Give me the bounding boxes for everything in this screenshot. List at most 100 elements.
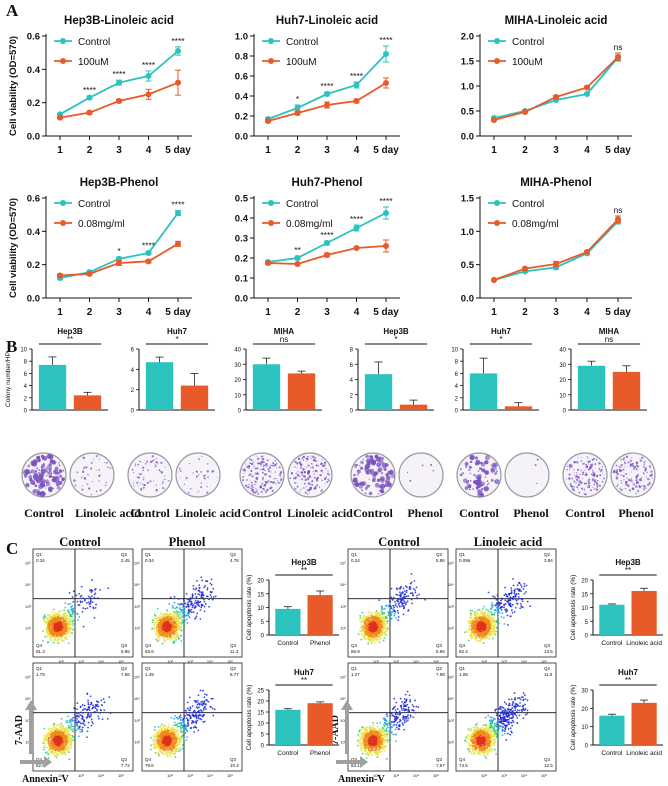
colony xyxy=(469,472,472,475)
flow-y-tick: 10⁵ xyxy=(25,561,31,566)
colony xyxy=(595,458,597,460)
event-dot xyxy=(58,612,61,615)
event-dot xyxy=(366,625,369,628)
colony xyxy=(646,483,650,487)
colony xyxy=(620,458,623,461)
colony xyxy=(142,466,145,469)
colony xyxy=(36,478,41,484)
event-dot xyxy=(168,638,171,641)
data-point xyxy=(145,250,152,256)
colony xyxy=(303,482,306,485)
event-dot xyxy=(48,622,51,625)
event-dot xyxy=(167,633,169,636)
data-point xyxy=(353,98,360,104)
colony xyxy=(98,469,100,471)
colony xyxy=(149,480,152,483)
colony xyxy=(312,459,315,462)
colony xyxy=(465,466,467,468)
y-tick-label: 10 xyxy=(559,393,566,399)
event-dot xyxy=(510,589,513,592)
event-dot xyxy=(386,622,389,625)
event-dot xyxy=(196,580,198,582)
colony xyxy=(195,475,198,478)
colony xyxy=(251,488,254,492)
event-dot xyxy=(363,631,366,634)
event-dot xyxy=(44,620,47,623)
event-dot xyxy=(388,597,391,600)
colony xyxy=(469,479,472,482)
colony xyxy=(592,486,594,488)
colony xyxy=(278,466,281,469)
colony xyxy=(90,467,93,470)
event-dot xyxy=(51,632,54,635)
event-dot xyxy=(390,614,392,617)
event-dot xyxy=(65,628,67,631)
colony xyxy=(42,455,48,461)
y-tick-label: 0.2 xyxy=(27,260,40,271)
event-dot xyxy=(485,636,487,638)
event-dot xyxy=(383,607,386,610)
significance-mark: **** xyxy=(379,35,393,45)
colony xyxy=(624,487,627,490)
event-dot xyxy=(376,632,379,635)
colony xyxy=(45,469,49,473)
event-dot xyxy=(382,628,385,630)
event-dot xyxy=(393,609,396,612)
event-dot xyxy=(170,616,173,619)
flow-x-tick: 10³ xyxy=(78,659,84,664)
event-dot xyxy=(177,622,180,625)
y-axis-label: Colony number/HP xyxy=(5,352,12,407)
event-dot xyxy=(72,590,75,593)
colony xyxy=(481,468,486,473)
colony xyxy=(374,482,380,488)
event-dot xyxy=(399,593,402,596)
colony xyxy=(617,472,620,476)
event-dot xyxy=(389,611,392,613)
flow-column-header: Control xyxy=(59,535,101,549)
x-tick-label: 1 xyxy=(491,145,497,156)
event-dot xyxy=(66,632,69,635)
colony xyxy=(480,461,483,465)
colony xyxy=(259,485,263,489)
event-dot xyxy=(89,605,92,608)
event-dot xyxy=(56,620,59,623)
colony xyxy=(272,462,275,465)
colony xyxy=(302,468,305,471)
event-dot xyxy=(50,617,53,620)
colony xyxy=(34,470,38,473)
data-point xyxy=(86,270,93,277)
colony xyxy=(39,479,43,482)
panel-letter: C xyxy=(6,539,18,558)
colony xyxy=(99,489,102,492)
event-dot xyxy=(53,631,56,634)
event-dot xyxy=(513,592,516,595)
colony xyxy=(207,476,209,479)
event-dot xyxy=(212,596,215,598)
colony xyxy=(294,487,297,490)
colony-dish xyxy=(21,452,67,498)
quadrant-value: 83.6 xyxy=(145,649,154,654)
quadrant-name: Q1 xyxy=(351,552,358,557)
colony xyxy=(328,473,331,476)
data-point xyxy=(265,260,271,266)
event-dot xyxy=(171,623,174,625)
event-dot xyxy=(363,612,366,615)
colony xyxy=(90,493,93,496)
colony xyxy=(303,471,306,474)
colony xyxy=(361,489,364,492)
data-point xyxy=(522,109,528,115)
y-tick-label: 0.6 xyxy=(235,72,248,83)
colony xyxy=(620,463,624,467)
event-dot xyxy=(214,595,217,598)
event-dot xyxy=(366,630,369,633)
colony xyxy=(642,472,645,474)
event-dot xyxy=(495,626,498,629)
event-dot xyxy=(509,596,512,599)
event-dot xyxy=(78,604,81,607)
event-dot xyxy=(165,632,168,634)
data-point xyxy=(615,216,621,223)
event-dot xyxy=(475,640,478,642)
colony xyxy=(267,465,269,467)
